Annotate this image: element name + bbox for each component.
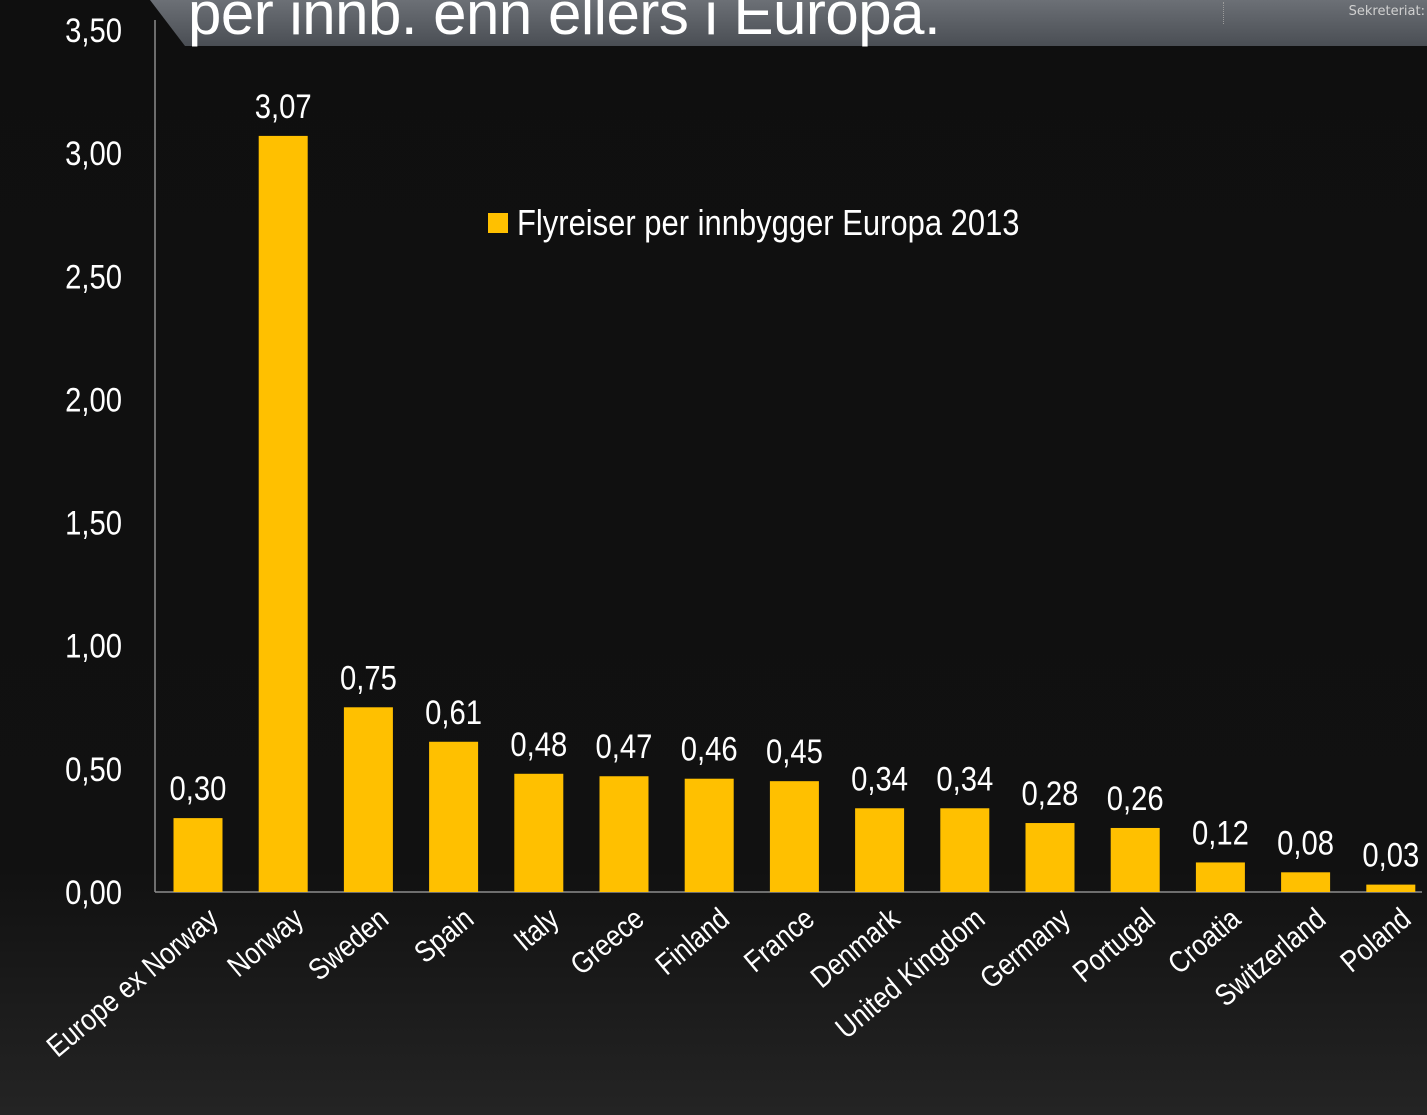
bar-denmark — [855, 808, 905, 892]
header-divider — [1223, 2, 1224, 24]
category-label: Finland — [649, 901, 735, 981]
legend-swatch — [488, 213, 508, 233]
slide-title: per innb. enn ellers i Europa. — [188, 0, 941, 47]
header-band — [150, 0, 1427, 46]
bar-switzerland — [1281, 872, 1331, 892]
data-label: 0,26 — [1107, 779, 1164, 818]
data-label: 0,61 — [425, 693, 482, 732]
y-tick-label: 0,00 — [65, 873, 122, 912]
legend-label: Flyreiser per innbygger Europa 2013 — [517, 202, 1020, 243]
y-tick-label: 2,00 — [65, 380, 122, 419]
category-label: Norway — [221, 901, 309, 983]
data-label: 0,47 — [596, 727, 653, 766]
data-label: 0,03 — [1362, 836, 1419, 875]
bar-greece — [599, 776, 649, 892]
bar-spain — [429, 741, 479, 892]
data-label: 0,46 — [681, 730, 738, 769]
category-label: Europe ex Norway — [40, 901, 224, 1063]
y-tick-label: 0,50 — [65, 750, 122, 789]
header-shape — [150, 0, 1427, 46]
data-label: 3,07 — [255, 87, 312, 126]
data-label: 0,34 — [936, 759, 993, 798]
bar-italy — [514, 773, 564, 892]
bars — [173, 135, 1416, 893]
category-label: Sweden — [302, 901, 395, 986]
category-label: Spain — [408, 901, 480, 969]
data-label: 0,34 — [851, 759, 908, 798]
bar-germany — [1025, 823, 1075, 892]
bar-croatia — [1195, 862, 1245, 892]
category-label: United Kingdom — [829, 901, 991, 1044]
bar-finland — [684, 778, 734, 892]
data-labels: 0,30 3,07 0,75 0,61 0,48 0,47 0,46 0,45 0,34 0,34… — [170, 87, 1420, 874]
y-tick-label: 3,00 — [65, 134, 122, 173]
data-label: 0,30 — [170, 769, 227, 808]
bar-europe-ex-norway — [173, 818, 223, 892]
bar-poland — [1366, 884, 1416, 892]
legend: Flyreiser per innbygger Europa 2013 — [488, 202, 1101, 244]
data-label: 0,45 — [766, 732, 823, 771]
header-right-label: Sekreteriat: — [1348, 4, 1425, 19]
data-label: 0,48 — [510, 725, 567, 764]
category-label: Italy — [507, 901, 565, 957]
y-tick-label: 1,50 — [65, 503, 122, 542]
category-label: Portugal — [1066, 901, 1161, 988]
bar-france — [769, 781, 819, 892]
bar-norway — [258, 135, 308, 893]
y-tick-label: 3,50 — [65, 11, 122, 50]
data-label: 0,28 — [1022, 774, 1079, 813]
data-label: 0,12 — [1192, 813, 1249, 852]
y-tick-label: 2,50 — [65, 257, 122, 296]
y-tick-label: 1,00 — [65, 627, 122, 666]
category-label: Germany — [974, 901, 1077, 995]
data-label: 0,75 — [340, 658, 397, 697]
data-label: 0,08 — [1277, 823, 1334, 862]
bar-portugal — [1110, 827, 1160, 892]
bar-united-kingdom — [940, 808, 990, 892]
y-axis: 0,00 0,50 1,00 1,50 2,00 2,50 3,00 3,50 — [65, 11, 156, 912]
category-label: Poland — [1334, 901, 1417, 978]
category-label: Greece — [564, 901, 650, 981]
bar-sweden — [343, 707, 393, 892]
